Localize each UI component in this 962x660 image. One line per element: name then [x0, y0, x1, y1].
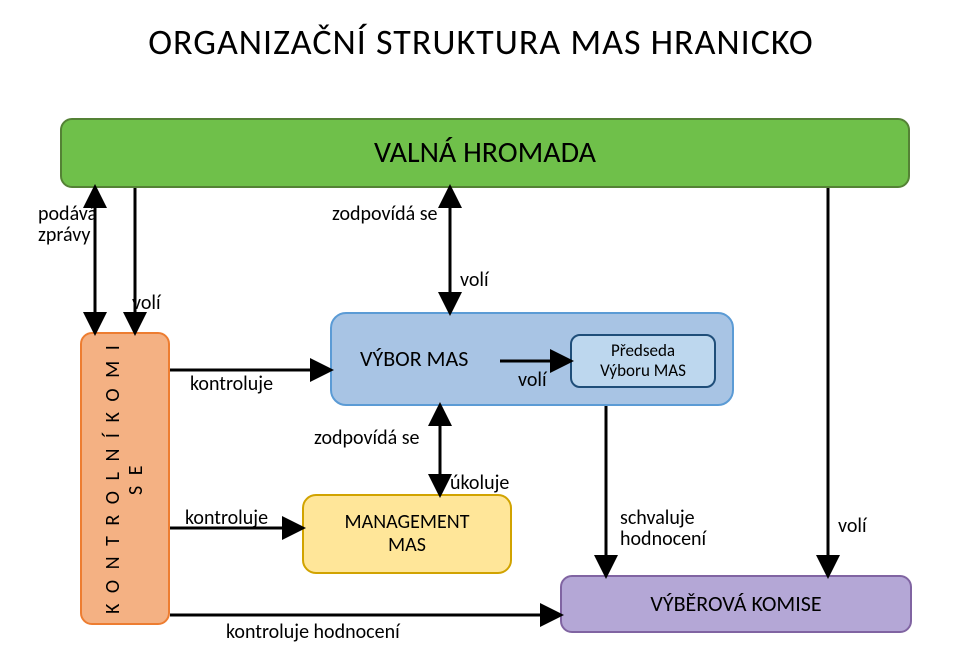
node-label: VÝBOR MAS	[360, 346, 468, 371]
edge-label-e4: kontroluje	[190, 374, 273, 395]
node-label: MANAGEMENT MAS	[345, 511, 470, 557]
edge-label-e8: schvaluje hodnocení	[620, 508, 706, 550]
edge-label-e2: volí	[132, 293, 161, 314]
edge-label-e6: zodpovídá se	[314, 428, 420, 449]
node-label: VALNÁ HROMADA	[374, 136, 596, 171]
diagram-title: ORGANIZAČNÍ STRUKTURA MAS HRANICKO	[0, 20, 962, 64]
node-vyberova-komise: VÝBĚROVÁ KOMISE	[560, 575, 912, 633]
node-kontrolni-komise: K O N T R O L N Í K O M I S E	[80, 332, 170, 625]
node-label: K O N T R O L N Í K O M I S E	[102, 334, 148, 623]
edge-label-e1: podává zprávy	[38, 204, 97, 246]
node-valna-hromada: VALNÁ HROMADA	[60, 118, 910, 188]
diagram-canvas: ORGANIZAČNÍ STRUKTURA MAS HRANICKO VALNÁ…	[0, 0, 962, 660]
edge-label-e3: zodpovídá se	[332, 204, 438, 225]
edge-label-e9: volí	[838, 516, 867, 537]
edge-label-e6b: úkoluje	[450, 473, 509, 494]
node-management-mas: MANAGEMENT MAS	[302, 494, 512, 574]
node-label: Předseda Výboru MAS	[600, 341, 686, 380]
edge-label-e7: kontroluje	[185, 508, 268, 529]
node-predseda-vyboru: Předseda Výboru MAS	[570, 334, 716, 388]
edge-label-e3b: volí	[460, 270, 489, 291]
node-label: VÝBĚROVÁ KOMISE	[650, 591, 821, 616]
edge-label-e5: volí	[518, 370, 547, 391]
edge-label-e10: kontroluje hodnocení	[226, 622, 400, 643]
